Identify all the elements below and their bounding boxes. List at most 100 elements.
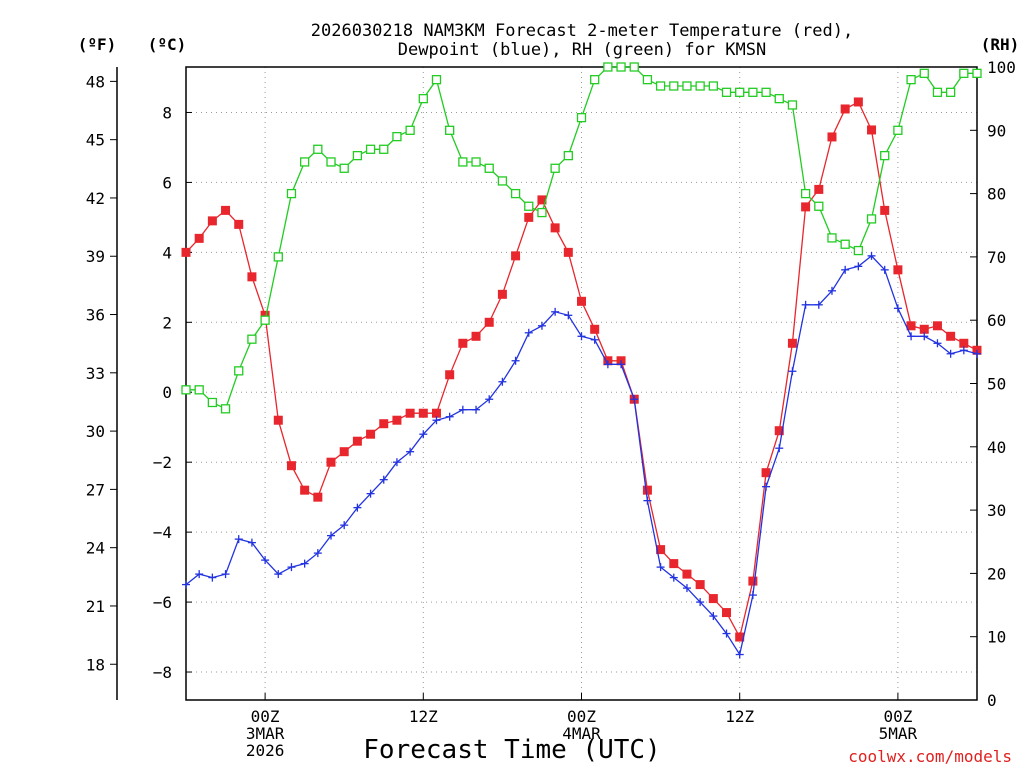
rh-point [234, 366, 244, 376]
rh-point [959, 68, 969, 78]
rh-tick-label: 20 [987, 564, 1006, 583]
dewpoint-point [630, 395, 639, 404]
temperature-point [194, 233, 204, 243]
rh-point [932, 87, 943, 97]
time-tick-label: 5MAR [879, 724, 918, 743]
temperature-point [906, 321, 916, 331]
rh-point [207, 397, 218, 408]
dewpoint-point [735, 650, 744, 659]
dewpoint-point [511, 356, 520, 365]
temperature-point [774, 426, 784, 436]
dewpoint-point [419, 430, 428, 439]
temperature-point [273, 415, 283, 425]
rh-tick-label: 40 [987, 438, 1006, 457]
dewpoint-point [959, 346, 968, 355]
dewpoint-point [841, 265, 850, 274]
rh-point [286, 188, 297, 199]
celsius-tick-label: 2 [162, 313, 172, 332]
fahrenheit-unit-label: (ºF) [78, 35, 117, 54]
temperature-point [326, 457, 336, 467]
temperature-point [405, 408, 415, 418]
temperature-point [932, 321, 942, 331]
temperature-point [458, 338, 468, 348]
fahrenheit-tick-label: 48 [86, 72, 105, 91]
rh-point [418, 94, 428, 104]
rh-point [365, 144, 376, 154]
rh-point [484, 163, 494, 173]
rh-point [590, 75, 600, 85]
temperature-point [431, 408, 441, 418]
temperature-point [445, 370, 455, 380]
rh-point [431, 75, 442, 85]
dewpoint-point [432, 416, 441, 425]
temperature-point [392, 415, 402, 425]
rh-point [405, 125, 415, 135]
temperature-point [853, 97, 863, 107]
temperature-point [814, 184, 824, 194]
rh-point [774, 94, 784, 104]
dewpoint-point [498, 377, 507, 386]
dewpoint-point [762, 482, 771, 491]
rh-point [748, 87, 758, 97]
temperature-point [590, 324, 600, 334]
temperature-point [234, 219, 244, 229]
dewpoint-point [775, 444, 784, 453]
rh-point [550, 163, 560, 173]
temperature-point [840, 104, 850, 114]
x-axis-label: Forecast Time (UTC) [363, 735, 660, 765]
temperature-point [524, 212, 534, 222]
temperature-point [221, 205, 231, 215]
rh-point [642, 75, 653, 85]
axes [110, 66, 978, 701]
dewpoint-point [709, 612, 718, 621]
rh-tick-label: 0 [987, 691, 997, 710]
rh-point [893, 125, 903, 135]
dewpoint-point [327, 531, 336, 540]
temperature-point [497, 289, 507, 299]
time-tick-label: 00Z [567, 707, 596, 726]
temperature-point [946, 331, 956, 341]
temperature-point [286, 461, 296, 471]
temperature-point [563, 247, 573, 257]
dewpoint-point [814, 300, 823, 309]
dewpoint-point [379, 475, 388, 484]
temperature-point [300, 485, 310, 495]
dewpoint-point [300, 559, 309, 568]
fahrenheit-tick-label: 33 [86, 364, 105, 383]
celsius-tick-label: 8 [162, 103, 172, 122]
dewpoint-point [340, 521, 349, 530]
dewpoint-point [801, 300, 810, 309]
time-tick-label: 00Z [251, 707, 280, 726]
temperature-point [181, 247, 191, 257]
rh-tick-label: 90 [987, 121, 1006, 140]
dewpoint-point [406, 447, 415, 456]
dewpoint-point [261, 556, 270, 565]
rh-point [220, 404, 231, 414]
temperature-point [471, 331, 481, 341]
time-tick-label: 2026 [246, 741, 285, 760]
fahrenheit-tick-label: 39 [86, 247, 105, 266]
rh-point [326, 157, 336, 167]
rh-point [603, 62, 613, 72]
celsius-tick-label: 4 [162, 243, 172, 262]
rh-point [853, 245, 863, 256]
rh-tick-label: 80 [987, 185, 1006, 204]
dewpoint-point [234, 535, 243, 544]
rh-point [945, 87, 956, 97]
fahrenheit-tick-label: 18 [86, 655, 105, 674]
rh-point [510, 188, 521, 199]
series-line-dewpoint [185, 255, 978, 657]
rh-point [735, 87, 745, 97]
rh-unit-label: (RH) [981, 35, 1020, 54]
temperature-point [827, 132, 837, 142]
series-temperature [181, 97, 982, 642]
temperature-point [379, 419, 389, 429]
dewpoint-point [182, 580, 190, 589]
rh-point [840, 239, 850, 249]
rh-point [629, 62, 639, 72]
dewpoint-point [472, 405, 481, 414]
time-tick-label: 00Z [883, 707, 912, 726]
rh-point [866, 214, 877, 224]
rh-point [352, 150, 363, 161]
